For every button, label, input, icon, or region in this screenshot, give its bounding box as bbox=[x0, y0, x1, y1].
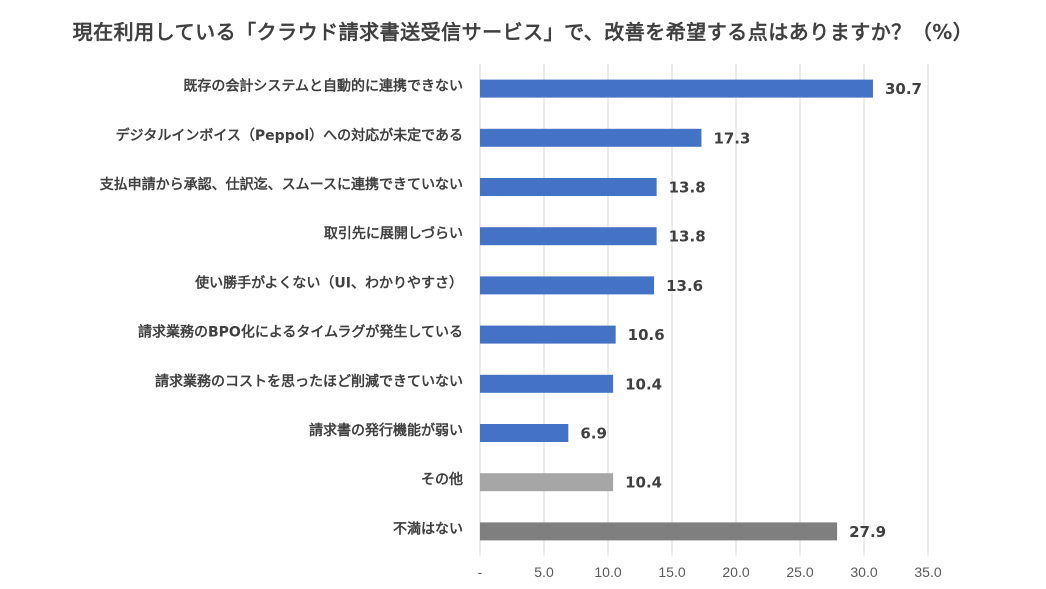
bar bbox=[480, 325, 616, 344]
bar bbox=[480, 424, 569, 442]
category-label: 請求業務のBPO化によるタイムラグが発生している bbox=[138, 324, 463, 341]
category-label: 支払申請から承認、仕訳迄、スムースに連携できていない bbox=[99, 176, 463, 193]
bar bbox=[480, 128, 702, 147]
value-label: 30.7 bbox=[885, 80, 922, 98]
chart-title: 現在利用している「クラウド請求書送受信サービス」で、改善を希望する点はありますか… bbox=[72, 20, 974, 44]
category-label: 請求書の発行機能が弱い bbox=[309, 422, 463, 439]
bar bbox=[480, 178, 657, 196]
value-label: 10.4 bbox=[625, 474, 662, 492]
value-label: 13.8 bbox=[669, 228, 706, 246]
x-tick-label: 10.0 bbox=[594, 564, 621, 580]
x-tick-label: 5.0 bbox=[534, 564, 554, 580]
x-tick-label: 30.0 bbox=[850, 564, 877, 580]
value-label: 13.8 bbox=[669, 179, 706, 197]
category-label: デジタルインボイス（Peppol）への対応が未定である bbox=[116, 127, 463, 144]
value-labels: 30.7 17.3 13.8 13.8 13.6 10.6 10.4 6.9 10.4 27.9 bbox=[580, 80, 922, 541]
category-labels: 既存の会計システムと自動的に連携できないデジタルインボイス（Peppol）への対… bbox=[99, 78, 463, 538]
value-label: 27.9 bbox=[849, 523, 886, 541]
bar bbox=[480, 79, 873, 98]
x-tick-label: 15.0 bbox=[658, 564, 685, 580]
category-label: 使い勝手がよくない（UI、わかりやすさ） bbox=[194, 274, 463, 291]
bar bbox=[480, 473, 614, 492]
category-label: 既存の会計システムと自動的に連携できない bbox=[183, 78, 463, 95]
bar bbox=[480, 374, 614, 393]
bar bbox=[480, 522, 838, 541]
category-label: その他 bbox=[421, 471, 463, 488]
x-tick-label: 20.0 bbox=[722, 564, 749, 580]
bar bbox=[480, 276, 655, 295]
value-label: 10.6 bbox=[628, 326, 665, 344]
bar bbox=[480, 227, 657, 246]
x-tick-label: 35.0 bbox=[914, 564, 941, 580]
value-label: 10.4 bbox=[625, 375, 662, 393]
value-label: 6.9 bbox=[580, 425, 607, 443]
x-tick-label: 25.0 bbox=[786, 564, 813, 580]
category-label: 取引先に展開しづらい bbox=[324, 225, 463, 242]
x-tick-label: - bbox=[478, 564, 483, 580]
category-label: 不満はない bbox=[393, 520, 463, 537]
x-axis-ticks: - 5.0 10.0 15.0 20.0 25.0 30.0 35.0 bbox=[478, 564, 942, 580]
bars bbox=[480, 79, 873, 541]
value-label: 17.3 bbox=[713, 129, 750, 147]
category-label: 請求業務のコストを思ったほど削減できていない bbox=[155, 373, 463, 390]
value-label: 13.6 bbox=[666, 277, 703, 295]
